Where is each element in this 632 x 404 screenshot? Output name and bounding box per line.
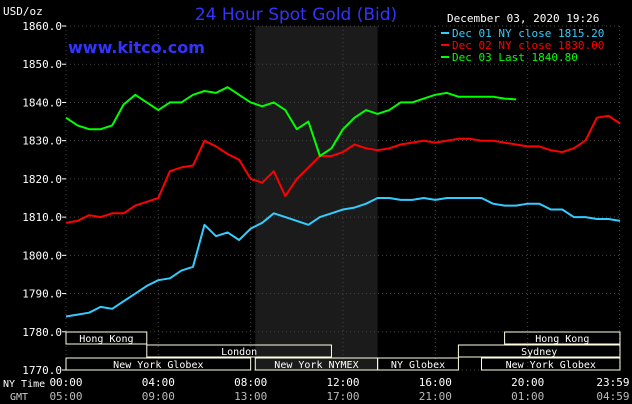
session-box	[146, 344, 332, 358]
y-tick-label: 1850.0	[22, 58, 62, 71]
chart-title: 24 Hour Spot Gold (Bid)	[195, 5, 397, 25]
y-tick-label: 1790.0	[22, 288, 62, 301]
x-tick-label-gmt: 01:00	[511, 390, 544, 403]
session-box	[377, 357, 459, 371]
y-axis-label: USD/oz	[3, 5, 43, 18]
x-axis-label-ny: NY Time	[3, 379, 45, 390]
session-box	[481, 357, 621, 371]
x-tick-label-ny: 16:00	[419, 376, 452, 389]
y-tick-labels: 1860.0 1850.0 1840.0 1830.0 1820.0 1810.0 1800…	[22, 20, 66, 377]
x-tick-label-ny: 00:00	[49, 376, 82, 389]
session-label: New York Globex	[113, 360, 203, 371]
x-tick-label-ny: 20:00	[511, 376, 544, 389]
session-label: Hong Kong	[535, 334, 589, 345]
x-tick-label-ny: 04:00	[142, 376, 175, 389]
series-line-2	[65, 114, 621, 224]
x-tick-label-gmt: 21:00	[419, 390, 452, 403]
series-layer	[65, 86, 621, 318]
session-box	[457, 344, 621, 358]
session-box	[504, 331, 621, 345]
y-tick-label: 1830.0	[22, 135, 62, 148]
x-tick-label-ny: 12:00	[326, 376, 359, 389]
nymex-session-band	[255, 26, 378, 370]
y-tick-label: 1840.0	[22, 96, 62, 109]
legend-entry: Dec 03 Last 1840.80	[452, 51, 578, 64]
session-label: London	[221, 347, 257, 358]
session-layer: Hong Kong London New York Globex New York N…	[65, 331, 621, 371]
session-label: New York NYMEX	[274, 360, 358, 371]
x-tick-label-gmt: 04:59	[596, 390, 629, 403]
session-label: New York Globex	[506, 360, 596, 371]
chart-subtitle: www.kitco.com	[68, 38, 205, 57]
y-tick-label: 1810.0	[22, 211, 62, 224]
timestamp: December 03, 2020 19:26	[447, 12, 599, 25]
x-tick-label-gmt: 17:00	[326, 390, 359, 403]
session-box	[65, 331, 148, 345]
y-tick-label: 1820.0	[22, 173, 62, 186]
legend-entry: Dec 02 NY close 1830.00	[452, 39, 604, 52]
y-tick-label: 1780.0	[22, 326, 62, 339]
x-tick-label-ny: 08:00	[234, 376, 267, 389]
session-label: Sydney	[521, 347, 557, 358]
x-axis-label-gmt: GMT	[10, 392, 28, 403]
x-tick-label-gmt: 05:00	[49, 390, 82, 403]
y-tick-label: 1800.0	[22, 249, 62, 262]
y-tick-label: 1770.0	[22, 364, 62, 377]
x-tick-label-gmt: 13:00	[234, 390, 267, 403]
session-box	[65, 357, 252, 371]
x-tick-label-ny: 23:59	[596, 376, 629, 389]
session-label: NY Globex	[391, 360, 445, 371]
y-tick-label: 1860.0	[22, 20, 62, 33]
x-tick-label-gmt: 09:00	[142, 390, 175, 403]
session-label: Hong Kong	[79, 334, 133, 345]
highlight-band-layer	[255, 26, 378, 370]
series-line-1	[65, 197, 621, 318]
series-line-3	[65, 86, 517, 157]
legend-entry: Dec 01 NY close 1815.20	[452, 27, 604, 40]
